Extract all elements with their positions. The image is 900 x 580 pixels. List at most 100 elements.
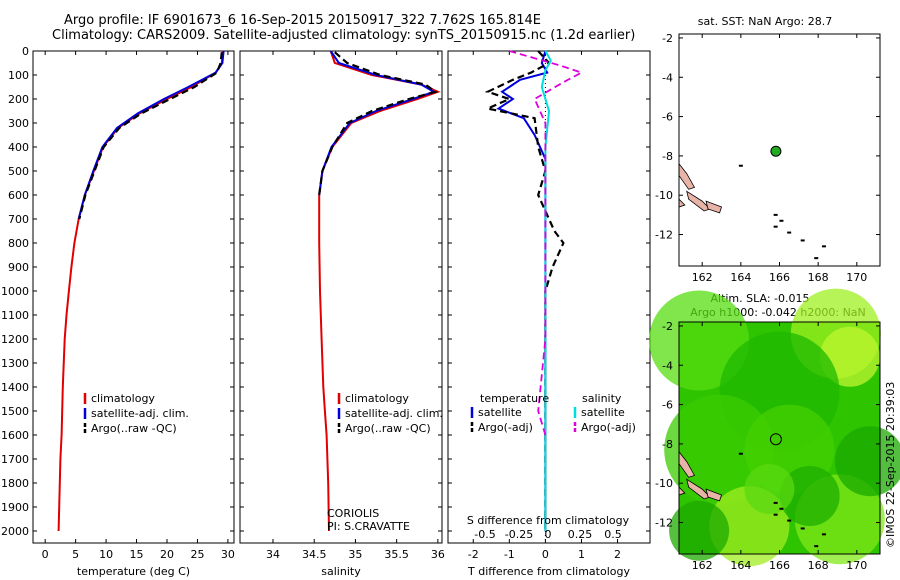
- depth-tick-label: 400: [8, 141, 29, 154]
- temperature-legend-label-3: Argo(..raw -QC): [91, 422, 177, 435]
- sla-map-title-1: Altim. SLA: -0.015: [710, 292, 809, 305]
- depth-tick-label: 1700: [1, 453, 29, 466]
- salinity-legend-label-3: Argo(..raw -QC): [345, 422, 431, 435]
- depth-tick-label: 1000: [1, 285, 29, 298]
- sla-map-xtick-label: 166: [769, 559, 790, 572]
- sla-map-xtick-label: 170: [846, 559, 867, 572]
- sla-map-islet: [773, 513, 778, 516]
- coriolis-label: CORIOLIS: [327, 507, 379, 520]
- sla-map-islet: [787, 519, 792, 522]
- difference-xtick-label: 1: [578, 548, 585, 561]
- depth-tick-label: 1400: [1, 381, 29, 394]
- sla-map-float-marker: [769, 433, 782, 446]
- sla-map-islet: [738, 452, 743, 455]
- salinity-legend-label-2: satellite-adj. clim.: [345, 407, 443, 420]
- depth-tick-label: 1300: [1, 357, 29, 370]
- salinity-xtick-label: 34.5: [302, 548, 327, 561]
- sst-map-xtick-label: 168: [808, 271, 829, 284]
- salinity-xlabel: salinity: [321, 565, 361, 578]
- depth-tick-label: 900: [8, 261, 29, 274]
- sla-map-ytick-label: -4: [662, 359, 673, 372]
- sst-map-xtick-label: 164: [730, 271, 751, 284]
- sla-map-field-blob: [744, 464, 795, 515]
- depth-tick-label: 1500: [1, 405, 29, 418]
- difference-xtick-label: -1: [504, 548, 515, 561]
- sst-map-ytick-label: -12: [655, 229, 673, 242]
- diff-s-tick-label: 0.5: [604, 528, 622, 541]
- sla-map-ytick-label: -12: [655, 517, 673, 530]
- depth-tick-label: 2000: [1, 525, 29, 538]
- sst-map-ytick-label: -10: [655, 189, 673, 202]
- diff-legend-label-3: satellite: [581, 406, 625, 419]
- salinity-plot-frame: [239, 50, 443, 544]
- temperature-series-1: [57, 50, 224, 532]
- diff-s-tick-label: 0.25: [568, 528, 593, 541]
- temperature-xtick-label: 15: [130, 548, 144, 561]
- sla-map-ytick-label: -6: [662, 399, 673, 412]
- difference-xtick-label: -2: [468, 548, 479, 561]
- sla-map-xtick-label: 164: [730, 559, 751, 572]
- temperature-legend-label-2: satellite-adj. clim.: [91, 407, 189, 420]
- sst-map-islet: [773, 225, 778, 228]
- sst-map-title: sat. SST: NaN Argo: 28.7: [698, 15, 832, 28]
- salinity-xtick-label: 35: [348, 548, 362, 561]
- sst-map-xtick-label: 166: [769, 271, 790, 284]
- sst-map-ytick-label: -8: [662, 150, 673, 163]
- title-line-1: Argo profile: IF 6901673_6 16-Sep-2015 2…: [64, 13, 541, 28]
- diff-legend-label-1: satellite: [478, 406, 522, 419]
- difference-series-4: [509, 50, 584, 436]
- sla-map-land-2: [686, 478, 711, 500]
- sla-map-islet: [814, 545, 819, 548]
- sst-map-islet: [787, 231, 792, 234]
- sla-map-xtick-label: 162: [692, 559, 713, 572]
- sst-map-ytick-label: -2: [662, 32, 673, 45]
- sla-map-field-blob: [649, 290, 750, 391]
- depth-tick-label: 1200: [1, 333, 29, 346]
- salinity-xtick-label: 35.5: [384, 548, 409, 561]
- sla-map-field-blob: [669, 500, 730, 561]
- sst-map-islet: [738, 164, 743, 167]
- diff-s-axis-title: S difference from climatology: [467, 514, 630, 527]
- depth-tick-label: 0: [22, 45, 29, 58]
- sla-map-field-blob: [779, 466, 840, 526]
- difference-xtick-label: 0: [542, 548, 549, 561]
- diff-legend-header-temperature: temperature: [480, 392, 549, 405]
- temperature-xtick-label: 0: [42, 548, 49, 561]
- depth-tick-label: 100: [8, 69, 29, 82]
- temperature-xtick-label: 5: [72, 548, 79, 561]
- temperature-xtick-label: 10: [99, 548, 113, 561]
- difference-series-2: [484, 50, 565, 531]
- temperature-xtick-label: 25: [190, 548, 204, 561]
- diff-legend-label-4: Argo(-adj): [581, 421, 636, 434]
- title-line-2: Climatology: CARS2009. Satellite-adjuste…: [52, 28, 636, 43]
- sla-map-islet: [821, 533, 826, 536]
- salinity-xtick-label: 34: [266, 548, 280, 561]
- temperature-plot-frame: [32, 50, 235, 544]
- depth-tick-label: 300: [8, 117, 29, 130]
- sst-map-land-3: [705, 200, 723, 214]
- depth-tick-label: 500: [8, 165, 29, 178]
- diff-s-tick-label: -0.25: [505, 528, 533, 541]
- difference-plot-frame: [447, 50, 651, 544]
- imos-credit: ©IMOS 22-Sep-2015 20:39:03: [884, 382, 897, 548]
- sla-map-islet: [800, 527, 805, 530]
- depth-tick-label: 600: [8, 189, 29, 202]
- depth-tick-label: 1600: [1, 429, 29, 442]
- sst-map-land-2: [686, 190, 711, 212]
- sla-map-land-3: [705, 488, 723, 502]
- sla-map-ytick-label: -10: [655, 477, 673, 490]
- depth-tick-label: 800: [8, 237, 29, 250]
- salinity-xtick-label: 36: [431, 548, 445, 561]
- sla-map-islet: [779, 507, 784, 510]
- salinity-series-3: [318, 51, 438, 196]
- difference-xtick-label: 2: [614, 548, 621, 561]
- sla-map-ytick-label: -2: [662, 320, 673, 333]
- sst-map-ytick-label: -4: [662, 71, 673, 84]
- depth-tick-label: 1100: [1, 309, 29, 322]
- temperature-xtick-label: 30: [221, 548, 235, 561]
- depth-tick-label: 1800: [1, 477, 29, 490]
- temperature-legend-label-1: climatology: [91, 392, 155, 405]
- sst-map-float-marker: [770, 145, 782, 157]
- sst-map-islet: [814, 257, 819, 260]
